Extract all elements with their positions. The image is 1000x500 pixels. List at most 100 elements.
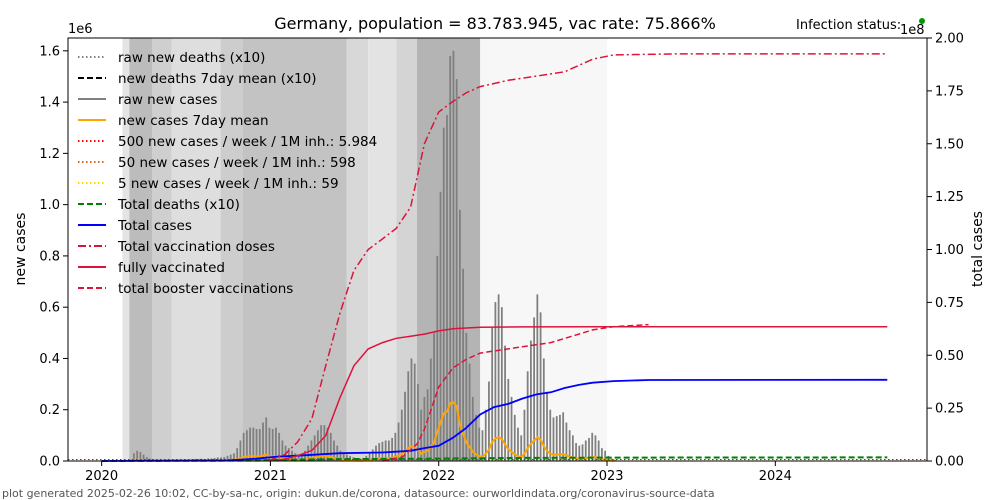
new-cases-bar [530,340,532,461]
weekly-new-cases-bars [129,50,616,462]
new-cases-bar [571,435,574,461]
new-cases-bar [265,417,268,461]
new-cases-bar [462,268,465,461]
new-cases-bar [329,432,332,461]
status-band [396,38,418,461]
fully-vaccinated-line [276,325,888,462]
new-cases-bar [442,127,445,462]
new-cases-bar [371,449,374,461]
status-band [346,38,369,461]
new-cases-bar [517,427,519,461]
new-cases-bar [562,412,565,461]
new-cases-bar [410,358,413,461]
new-cases-bar [458,209,461,461]
new-cases-bar [413,363,416,461]
new-cases-bar [533,317,536,461]
new-cases-bar [426,389,429,461]
right-y-tick-label: 2.00 [935,32,964,47]
new-cases-bar [588,437,590,461]
right-y-tick-label: 1.00 [935,243,964,258]
new-cases-bar [391,437,393,461]
legend-entry: Total vaccination doses [117,239,275,255]
x-tick-label: 2023 [590,469,623,484]
new-cases-bar [139,452,142,461]
new-cases-bar [578,445,581,461]
new-cases-bar [326,427,329,461]
new-cases-bar [245,430,248,461]
new-cases-bar [433,332,435,461]
left-y-tick-label: 1.2 [39,147,60,162]
new-cases-bar [475,414,477,461]
new-cases-bar [552,417,555,461]
new-cases-bar [565,422,568,461]
new-cases-bar [226,455,229,461]
new-cases-bar [394,432,397,461]
new-cases-bar [555,416,558,461]
new-cases-bar [236,448,239,461]
legend-entry: 5 new cases / week / 1M inh.: 59 [118,176,339,192]
new-cases-bar [239,440,242,461]
right-y-tick-label: 0.75 [935,296,964,311]
infection-status-label: Infection status: [796,18,901,33]
new-cases-bar [368,453,371,461]
booster-vaccinations-line [382,323,649,462]
legend-entry: raw new deaths (x10) [118,50,265,66]
new-cases-bar [510,396,513,461]
status-band [171,38,221,461]
x-tick-label: 2021 [254,469,287,484]
new-cases-bar [494,302,497,461]
new-cases-bar [568,430,571,461]
legend-entry: new cases 7day mean [118,113,269,129]
new-cases-bar [339,450,342,461]
new-cases-bar [478,427,481,461]
new-cases-bar [536,294,539,461]
new-cases-bar [446,114,448,461]
new-cases-bar [601,448,603,461]
left-y-tick-label: 0.0 [39,455,60,470]
new-cases-bar [591,432,594,461]
new-cases-bar [400,409,403,461]
new-cases-bar [249,427,251,461]
new-cases-bar [468,363,471,461]
new-cases-bar [323,425,326,461]
legend-entry: new deaths 7day mean (x10) [118,71,317,87]
chart-title: Germany, population = 83.783.945, vac ra… [274,14,716,33]
new-cases-bar [526,371,529,461]
left-y-tick-label: 1.4 [39,96,60,111]
status-band [242,38,347,461]
new-cases-bar [539,312,542,461]
new-cases-bar [387,440,390,461]
infection-status-dot [919,18,925,24]
new-cases-bar [384,440,387,461]
left-axis-exponent: 1e6 [68,22,93,37]
new-cases-bar [397,422,400,461]
x-tick-label: 2024 [759,469,792,484]
new-cases-bar [320,425,322,461]
legend-entry: Total cases [117,218,192,234]
new-cases-bar [407,371,410,461]
new-cases-bar [346,454,348,461]
left-y-tick-label: 0.8 [39,249,60,264]
new-cases-bar [504,345,506,461]
new-cases-bar [581,444,584,461]
new-cases-bar [417,384,419,461]
new-cases-bar [307,445,310,461]
new-cases-bar [500,307,503,461]
legend: raw new deaths (x10) new deaths 7day mean… [78,50,377,297]
status-band [417,38,481,461]
right-axis-exponent: 1e8 [900,23,925,38]
new-cases-bar [213,457,216,461]
legend-entry: raw new cases [118,92,217,108]
new-cases-bar [455,79,458,461]
status-band [152,38,172,461]
right-y-tick-label: 0.00 [935,455,964,470]
new-cases-bar [491,327,494,461]
legend-entry: 500 new cases / week / 1M inh.: 5.984 [118,134,377,150]
new-cases-bar [271,428,274,461]
new-cases-bar [252,427,255,461]
new-cases-bar [216,457,219,461]
new-cases-bar [142,454,145,461]
new-cases-bar [465,332,468,461]
legend-entry: total booster vaccinations [118,281,293,297]
